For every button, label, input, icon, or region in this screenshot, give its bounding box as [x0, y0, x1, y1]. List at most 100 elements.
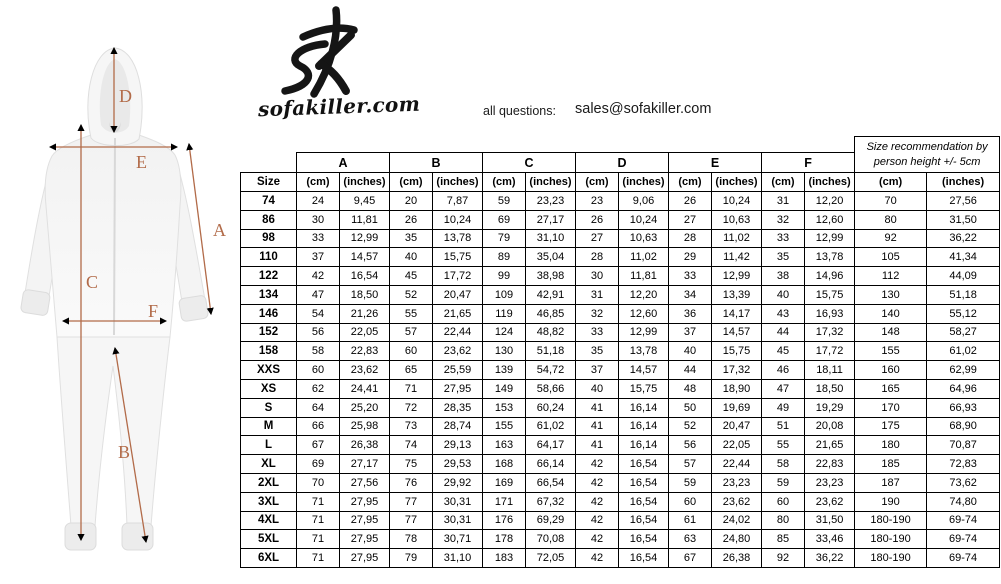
table-cell: 178 [482, 529, 526, 550]
table-cell: 28 [575, 247, 619, 268]
table-cell: 38,98 [525, 266, 576, 286]
row-size-label: 6XL [240, 548, 297, 568]
table-cell: 66,14 [525, 454, 576, 474]
unit-inches-header: (inches) [926, 172, 1001, 192]
table-cell: 148 [854, 322, 928, 343]
table-cell: 23 [575, 191, 619, 211]
table-cell: 37 [296, 247, 340, 268]
table-cell: 32 [761, 209, 805, 230]
table-cell: 16,14 [618, 416, 669, 437]
table-cell: 27 [575, 228, 619, 249]
table-cell: 16,54 [618, 510, 669, 531]
table-cell: 51,18 [926, 284, 1001, 305]
table-cell: 99 [482, 266, 526, 286]
table-cell: 42 [575, 491, 619, 512]
table-cell: 170 [854, 397, 928, 418]
table-cell: 10,63 [618, 228, 669, 249]
table-cell: 9,06 [618, 191, 669, 211]
table-cell: 31,50 [803, 510, 856, 531]
table-cell: 26 [389, 209, 433, 230]
size-table: Size recommendation by person height +/-… [240, 136, 1001, 568]
table-cell: 12,99 [803, 228, 856, 249]
table-cell: 119 [482, 303, 526, 324]
table-cell: 13,39 [711, 284, 762, 305]
unit-inches-header: (inches) [432, 172, 483, 192]
table-cell: 76 [389, 472, 433, 493]
table-cell: 180-190 [854, 510, 928, 531]
table-cell: 66 [296, 416, 340, 437]
table-cell: 23,62 [803, 491, 856, 512]
table-cell: 10,24 [618, 209, 669, 230]
table-cell: 30 [575, 266, 619, 286]
measure-group-header-f: F [760, 152, 856, 173]
table-cell: 60 [668, 491, 712, 512]
table-cell: 35 [575, 341, 619, 362]
measure-group-header-a: A [296, 152, 390, 173]
table-cell: 17,72 [803, 341, 856, 362]
table-row: 74 24 9,45 20 7,87 59 23,23 23 9,06 26 10,24 31 12,2… [240, 191, 1001, 211]
table-cell: 64,17 [525, 435, 576, 456]
table-cell: 71 [296, 548, 340, 568]
table-cell: 42 [575, 472, 619, 493]
row-size-label: 152 [240, 322, 297, 343]
table-cell: 57 [389, 322, 433, 343]
onesie-measure-diagram: D E A C F B [20, 46, 226, 551]
table-cell: 140 [854, 303, 928, 324]
table-cell: 69-74 [926, 510, 1001, 531]
unit-inches-header: (inches) [803, 172, 856, 192]
table-row: 4XL 71 27,95 77 30,31 176 69,29 42 16,54 61 24,02 8… [240, 510, 1001, 531]
measure-group-header-c: C [482, 152, 576, 173]
table-row: 5XL 71 27,95 78 30,71 178 70,08 42 16,54 63 24,80 8… [240, 529, 1001, 550]
table-row: 158 58 22,83 60 23,62 130 51,18 35 13,78 40 15,75 4… [240, 341, 1001, 362]
table-cell: 26 [575, 209, 619, 230]
table-cell: 13,78 [432, 228, 483, 249]
table-cell: 45 [389, 266, 433, 286]
table-cell: 26 [668, 191, 712, 211]
unit-cm-header: (cm) [296, 172, 340, 192]
table-cell: 17,72 [432, 266, 483, 286]
size-table-body: Size recommendation by person height +/-… [240, 136, 1001, 568]
unit-inches-header: (inches) [525, 172, 576, 192]
table-cell: 27,56 [339, 472, 390, 493]
table-cell: 175 [854, 416, 928, 437]
table-cell: 63 [668, 529, 712, 550]
unit-inches-header: (inches) [618, 172, 669, 192]
table-cell: 54,72 [525, 360, 576, 380]
table-cell: 47 [296, 284, 340, 305]
row-size-label: XL [240, 454, 297, 474]
table-row: 3XL 71 27,95 77 30,31 171 67,32 42 16,54 60 23,62 6… [240, 491, 1001, 512]
table-cell: 40 [575, 378, 619, 399]
row-size-label: 146 [240, 303, 297, 324]
table-cell: 60 [761, 491, 805, 512]
table-cell: 28 [668, 228, 712, 249]
table-cell: 27,95 [432, 378, 483, 399]
table-cell: 30 [296, 209, 340, 230]
measure-line-a [186, 142, 214, 316]
table-cell: 169 [482, 472, 526, 493]
table-cell: 155 [854, 341, 928, 362]
table-cell: 33 [761, 228, 805, 249]
table-cell: 71 [296, 510, 340, 531]
size-table-wrap: Size recommendation by person height +/-… [240, 136, 1001, 568]
table-cell: 58,27 [926, 322, 1001, 343]
table-cell: 73,62 [926, 472, 1001, 493]
table-cell: 62,99 [926, 360, 1001, 380]
table-cell: 13,78 [803, 247, 856, 268]
table-cell: 130 [482, 341, 526, 362]
table-cell: 80 [854, 209, 928, 230]
table-row: 86 30 11,81 26 10,24 69 27,17 26 10,24 27 10,63 32 1… [240, 209, 1001, 230]
table-cell: 65 [389, 360, 433, 380]
table-cell: 52 [389, 284, 433, 305]
table-cell: 105 [854, 247, 928, 268]
table-cell: 70,08 [525, 529, 576, 550]
table-cell: 14,96 [803, 266, 856, 286]
table-cell: 85 [761, 529, 805, 550]
table-cell: 10,63 [711, 209, 762, 230]
table-cell: 48 [668, 378, 712, 399]
table-cell: 40 [761, 284, 805, 305]
table-cell: 18,90 [711, 378, 762, 399]
table-cell: 45 [761, 341, 805, 362]
table-cell: 69 [482, 209, 526, 230]
table-cell: 56 [296, 322, 340, 343]
table-cell: 77 [389, 510, 433, 531]
